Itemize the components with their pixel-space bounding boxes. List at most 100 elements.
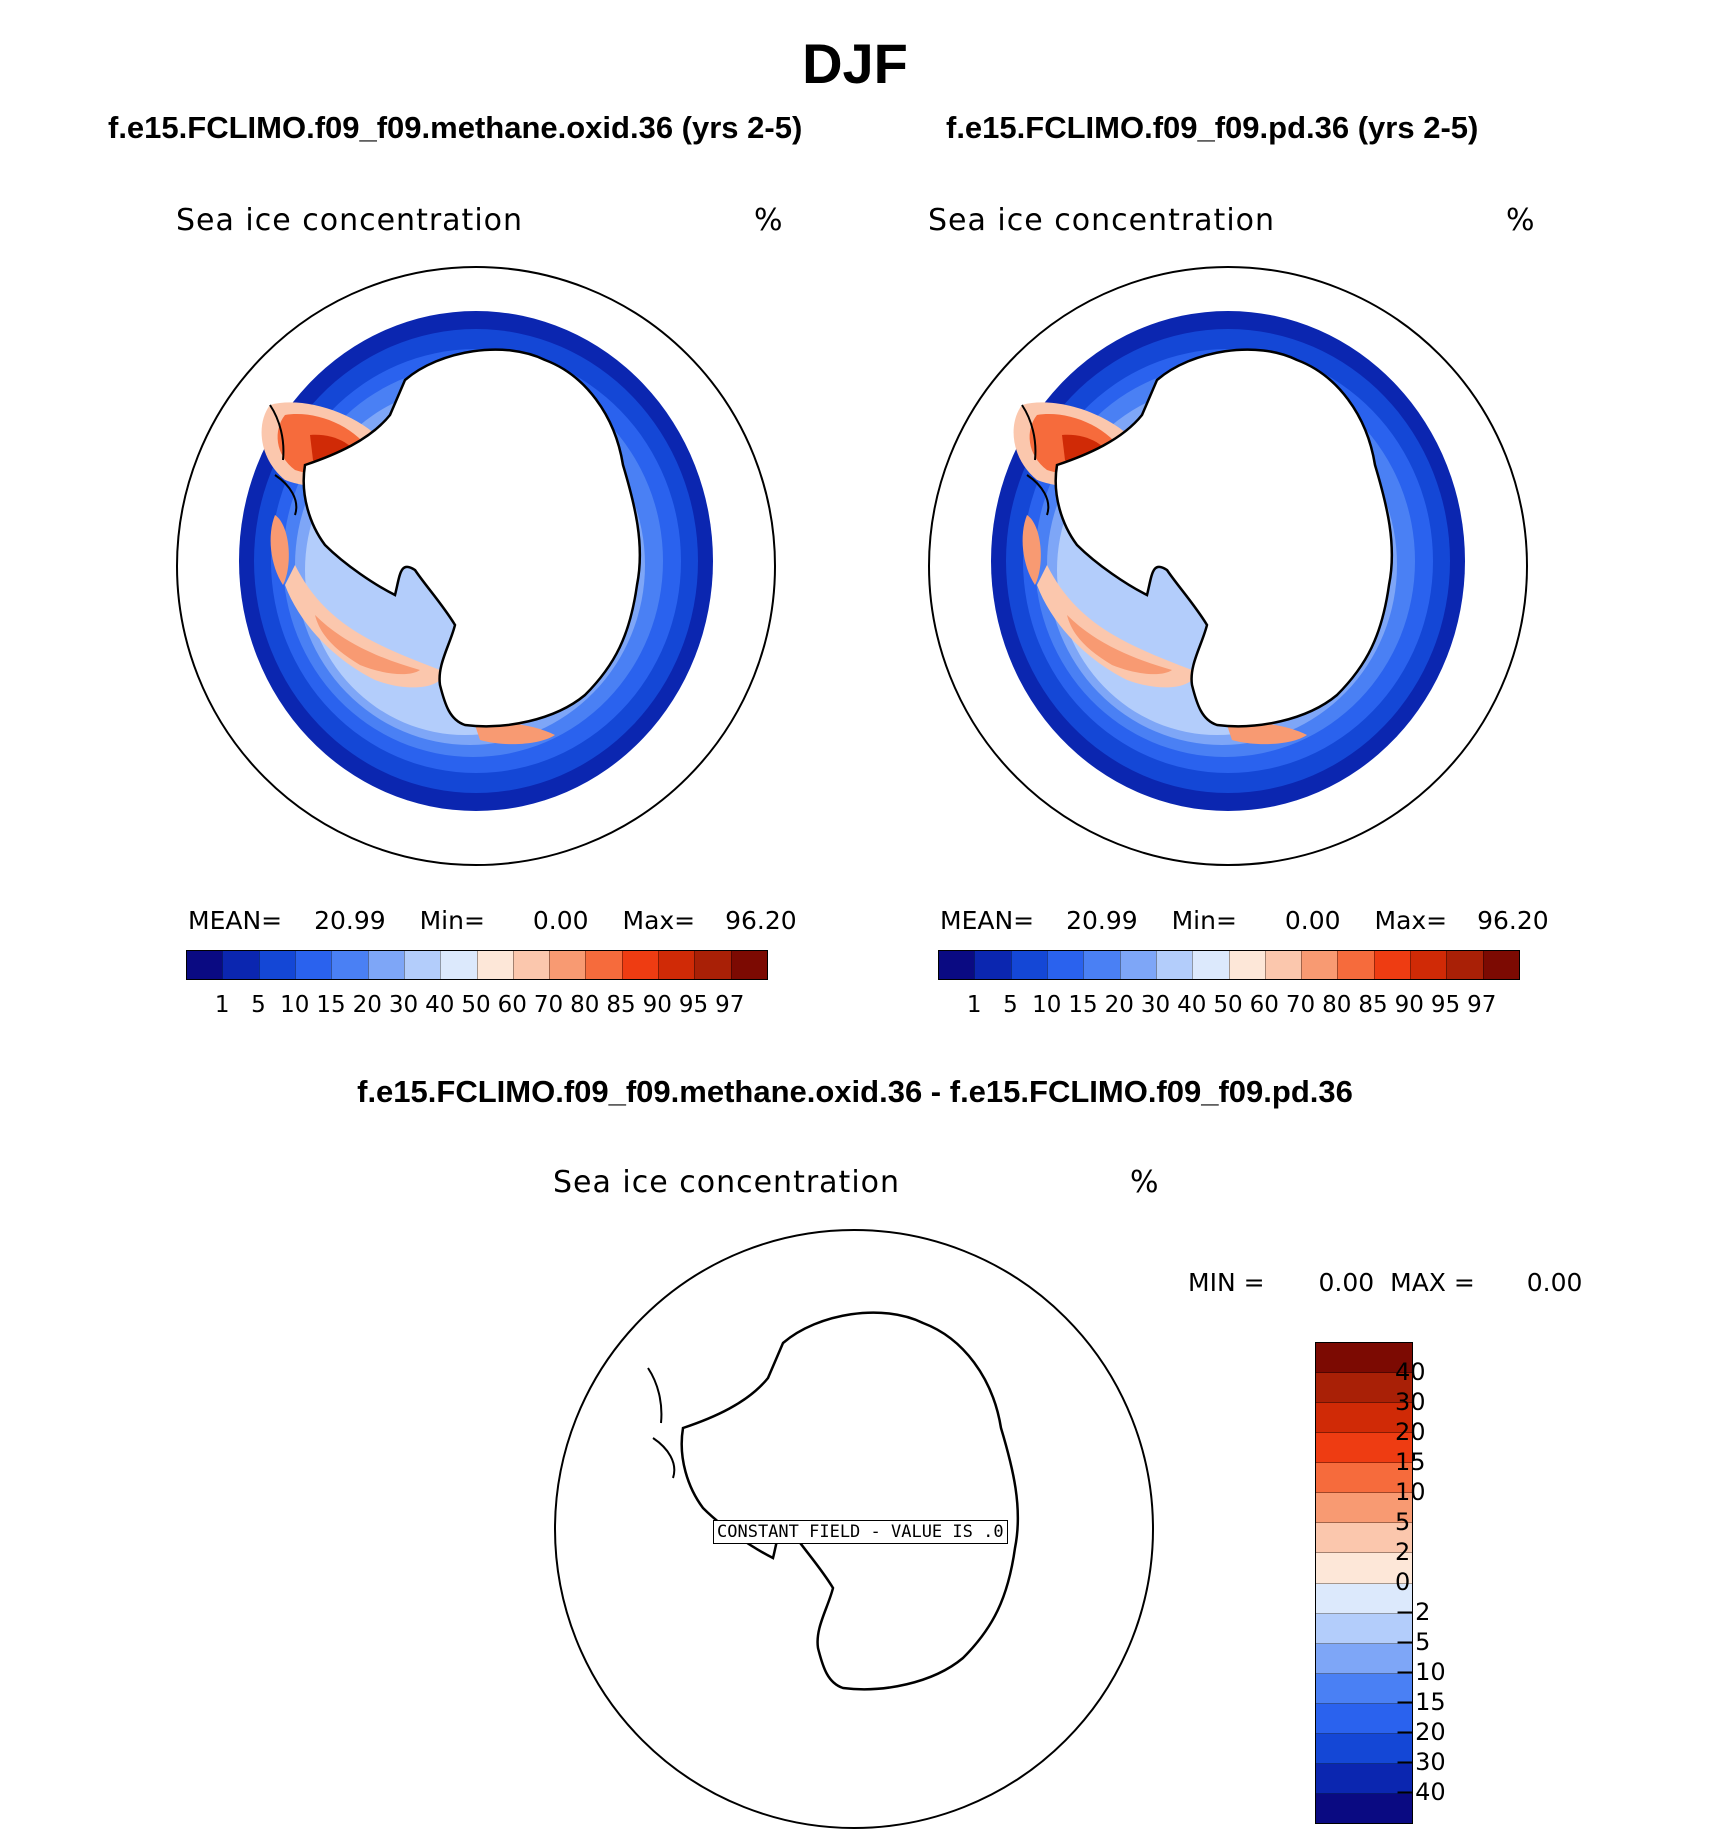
panel1-colorbar-swatch (658, 951, 695, 979)
diff-colorbar (1315, 1342, 1413, 1824)
constant-field-label: CONSTANT FIELD - VALUE IS .0 (713, 1520, 1008, 1544)
panel1-colorbar-swatch (549, 951, 586, 979)
panel1-colorbar-tick-label: 40 (425, 992, 455, 1018)
diff-colorbar-tick-label: 5 (1395, 1508, 1411, 1536)
panel2-colorbar-swatch (939, 951, 975, 979)
diff-colorbar-tick-label: 40 (1395, 1358, 1426, 1386)
panel2-colorbar-tick-label: 70 (1285, 992, 1316, 1018)
panel2-colorbar-tick-label: 15 (1068, 992, 1098, 1018)
panel1-colorbar-tick-label: 60 (497, 992, 527, 1018)
panel2-max-label: Max= (1374, 906, 1448, 935)
panel1-max-label: Max= (622, 906, 696, 935)
panel1-max-value: 96.20 (725, 906, 797, 935)
diff-colorbar-swatch (1316, 1553, 1412, 1584)
panel2-colorbar-tick-label: 80 (1322, 992, 1352, 1018)
diff-antarctica (680, 1311, 1020, 1691)
panel2-colorbar-swatch (1192, 951, 1229, 979)
panel2-colorbar-swatch (1083, 951, 1120, 979)
panel1-antarctica (302, 348, 642, 728)
panel2-units-label: % (1506, 203, 1536, 238)
panel1-colorbar-swatch (222, 951, 259, 979)
diff-units-label: % (1130, 1165, 1160, 1200)
panel2-case-title: f.e15.FCLIMO.f09_f09.pd.36 (yrs 2-5) (946, 110, 1479, 145)
diff-colorbar-tick-label: −10 (1395, 1658, 1446, 1686)
panel1-colorbar-swatch (585, 951, 622, 979)
diff-colorbar-swatch (1316, 1733, 1412, 1764)
panel2-colorbar-swatch (1010, 951, 1047, 979)
diff-colorbar-swatch (1316, 1403, 1412, 1434)
panel2-mean-value: 20.99 (1066, 906, 1138, 935)
panel2-colorbar-swatch (1373, 951, 1411, 979)
diff-colorbar-tick-label: −5 (1395, 1628, 1431, 1656)
panel2-colorbar-swatch (974, 951, 1011, 979)
panel1-colorbar-tick-label: 15 (316, 992, 346, 1018)
panel1-colorbar-tick-label: 20 (352, 992, 382, 1018)
panel2-variable-label: Sea ice concentration (928, 203, 1276, 238)
panel1-colorbar-swatch (730, 951, 767, 979)
diff-max-label: MAX = (1390, 1268, 1475, 1297)
panel2-colorbar-tick-label: 30 (1140, 992, 1171, 1018)
diff-colorbar-tick-label: −2 (1395, 1598, 1431, 1626)
panel1-colorbar-swatch (258, 951, 295, 979)
diff-colorbar-swatch (1316, 1613, 1412, 1644)
panel1-colorbar (186, 950, 768, 980)
diff-colorbar-tick-label: 30 (1395, 1388, 1426, 1416)
panel2-colorbar-tick-label: 90 (1394, 992, 1424, 1018)
panel1-mean-value: 20.99 (314, 906, 386, 935)
panel2-colorbar-swatch (1301, 951, 1338, 979)
season-title: DJF (802, 32, 908, 95)
panel1-colorbar-swatch (694, 951, 731, 979)
diff-colorbar-swatch (1316, 1763, 1412, 1794)
panel1-colorbar-ticks: 1 5 10 15 20 30 40 50 60 70 80 85 90 95 97 (186, 992, 766, 1018)
panel1-sea-ice-map (176, 266, 776, 866)
diff-variable-label: Sea ice concentration (553, 1165, 901, 1200)
panel2-antarctica (1054, 348, 1394, 728)
panel1-mean-label: MEAN= (188, 906, 283, 935)
diff-colorbar-swatch (1316, 1463, 1412, 1494)
panel1-colorbar-tick-label: 30 (388, 992, 419, 1018)
diff-colorbar-tick-label: 2 (1395, 1538, 1411, 1566)
diff-colorbar-swatch (1316, 1523, 1412, 1554)
panel1-colorbar-swatch (367, 951, 404, 979)
panel2-sea-ice-map (928, 266, 1528, 866)
panel2-colorbar-tick-label: 50 (1213, 992, 1243, 1018)
panel1-colorbar-tick-label: 70 (533, 992, 564, 1018)
panel1-colorbar-swatch (512, 951, 550, 979)
panel2-colorbar-swatch (1119, 951, 1156, 979)
diff-colorbar-tick-label: 0 (1395, 1568, 1411, 1596)
diff-colorbar-swatch (1316, 1583, 1412, 1614)
panel1-colorbar-tick-label: 85 (606, 992, 636, 1018)
panel1-units-label: % (754, 203, 784, 238)
panel2-mean-label: MEAN= (940, 906, 1035, 935)
panel1-colorbar-tick-label: 50 (461, 992, 491, 1018)
panel2-stats: MEAN= 20.99 Min= 0.00 Max= 96.20 (940, 908, 1549, 933)
diff-colorbar-swatch (1316, 1703, 1412, 1734)
diff-colorbar-swatch (1316, 1643, 1412, 1674)
panel2-max-value: 96.20 (1477, 906, 1549, 935)
panel1-colorbar-tick-label: 1 (214, 992, 230, 1018)
panel2-colorbar-ticks: 1 5 10 15 20 30 40 50 60 70 80 85 90 95 97 (938, 992, 1518, 1018)
diff-colorbar-swatch (1316, 1373, 1412, 1404)
panel2-colorbar-swatch (1446, 951, 1483, 979)
panel2-colorbar-tick-label: 97 (1467, 992, 1497, 1018)
panel1-colorbar-tick-label: 90 (642, 992, 672, 1018)
panel2-colorbar-tick-label: 95 (1430, 992, 1461, 1018)
panel2-colorbar-swatch (1264, 951, 1302, 979)
panel2-colorbar-swatch (1410, 951, 1447, 979)
diff-colorbar-tick-label: 15 (1395, 1448, 1426, 1476)
diff-colorbar-tick-label: −20 (1395, 1718, 1446, 1746)
panel2-colorbar-swatch (1482, 951, 1519, 979)
panel2-colorbar-swatch (1046, 951, 1084, 979)
panel2-min-label: Min= (1171, 906, 1237, 935)
panel1-colorbar-swatch (440, 951, 477, 979)
diff-title: f.e15.FCLIMO.f09_f09.methane.oxid.36 - f… (357, 1074, 1353, 1109)
panel2-colorbar-tick-label: 60 (1249, 992, 1279, 1018)
diff-colorbar-swatch (1316, 1433, 1412, 1464)
diff-max-value: 0.00 (1526, 1268, 1583, 1297)
panel1-colorbar-swatch (621, 951, 659, 979)
panel1-min-value: 0.00 (532, 906, 589, 935)
diff-colorbar-labels: 40 30 20 15 10 5 2 0 −2 −5 −10 −15 −20 −30 −40 (1395, 1342, 1465, 1822)
diff-colorbar-swatch (1316, 1793, 1412, 1823)
panel1-colorbar-tick-label: 95 (678, 992, 709, 1018)
panel1-colorbar-swatch (403, 951, 441, 979)
